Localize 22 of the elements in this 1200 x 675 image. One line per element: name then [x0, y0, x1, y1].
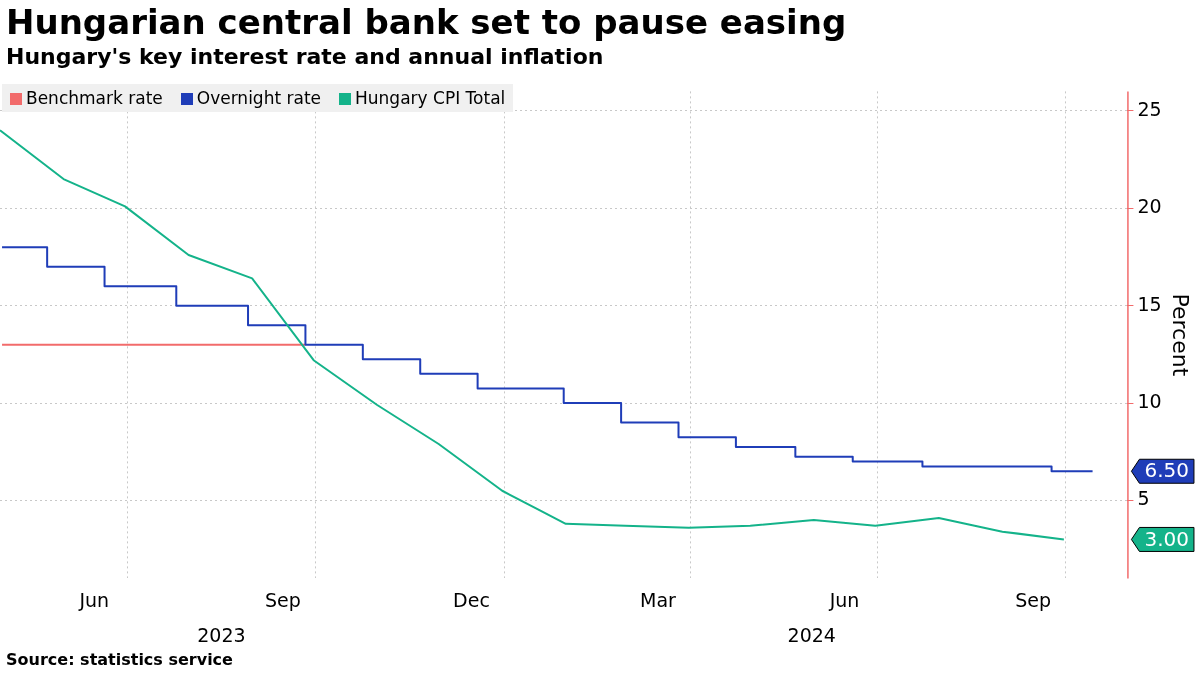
chart-subtitle: Hungary's key interest rate and annual inflation [6, 44, 604, 69]
x2-tick-label: 2024 [787, 623, 836, 646]
source-note: Source: statistics service [6, 650, 233, 669]
legend-label: Benchmark rate [25, 88, 163, 108]
y-tick-label: 10 [1137, 390, 1162, 413]
x-tick-label: Mar [640, 588, 677, 611]
x-tick-label: Jun [78, 588, 110, 611]
x-tick-label: Sep [1015, 588, 1052, 611]
x-tick-label: Jun [828, 588, 860, 611]
y-tick-label: 5 [1137, 487, 1150, 510]
x2-tick-label: 2023 [197, 623, 246, 646]
chart-title: Hungarian central bank set to pause easing [6, 2, 847, 42]
text: 6.50 [1144, 458, 1189, 483]
y-tick-label: 20 [1137, 195, 1162, 218]
text: 3.00 [1144, 526, 1189, 551]
y-tick-label: 25 [1137, 97, 1162, 120]
y-axis-title: Percent [1168, 293, 1194, 377]
legend-label: Overnight rate [195, 88, 322, 108]
x-tick-label: Sep [264, 588, 301, 611]
legend-label: Hungary CPI Total [354, 88, 506, 108]
x-tick-label: Dec [453, 588, 490, 611]
y-tick-label: 15 [1137, 292, 1162, 315]
